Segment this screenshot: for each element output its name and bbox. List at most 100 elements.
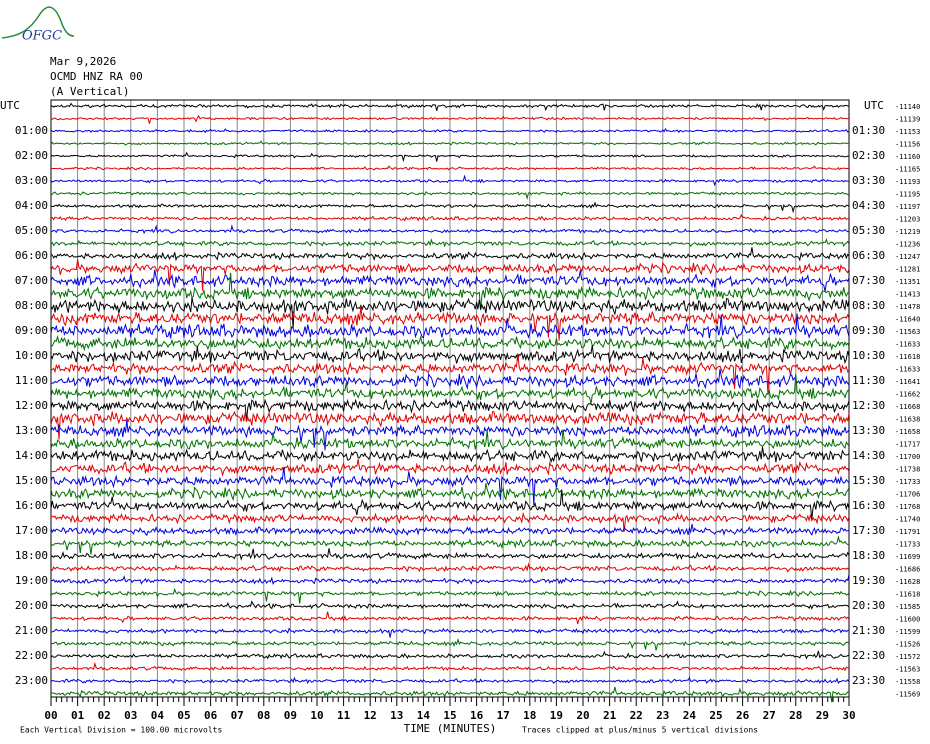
left-time-label: 15:00 [15,474,48,487]
right-time-label: 11:30 [852,374,885,387]
right-time-label: 17:30 [852,524,885,537]
scale-note: Each Vertical Division = 100.00 microvol… [20,726,222,735]
trace [50,446,850,464]
right-time-label: 05:30 [852,224,885,237]
logo-curve [1,6,75,39]
trace-offset: -11738 [895,466,920,474]
right-time-label: 19:30 [852,574,885,587]
right-time-label: 13:30 [852,424,885,437]
trace-offset: -11203 [895,216,920,224]
right-time-label: 08:30 [852,299,885,312]
left-time-label: 08:00 [15,299,48,312]
right-time-label: 09:30 [852,324,885,337]
trace [50,190,850,201]
trace-offset: -11633 [895,366,920,374]
right-time-label: 18:30 [852,549,885,562]
clip-note: Traces clipped at plus/minus 5 vertical … [522,726,758,735]
trace-offset: -11668 [895,403,920,411]
trace [50,489,850,520]
trace [50,600,850,610]
trace [50,419,850,451]
right-time-label: 12:30 [852,399,885,412]
trace-offset: -11706 [895,491,920,499]
trace-offset: -11638 [895,416,920,424]
trace [50,114,850,124]
right-time-label: 20:30 [852,599,885,612]
right-time-label: 16:30 [852,499,885,512]
right-time-label: 15:30 [852,474,885,487]
trace [50,611,850,625]
left-time-label: 16:00 [15,499,48,512]
right-header: UTC [864,99,884,112]
trace-offset: -11139 [895,116,920,124]
trace [50,637,850,651]
trace [50,165,850,171]
logo-text: OFGC [22,29,62,44]
trace [50,650,850,660]
trace-offset: -11140 [895,103,920,111]
trace [50,466,850,505]
trace [50,272,850,311]
trace [50,305,850,341]
left-time-label: 06:00 [15,249,48,262]
x-tick-label: 06 [204,709,218,722]
x-tick-label: 23 [656,709,669,722]
x-tick-label: 03 [124,709,137,722]
left-time-label: 07:00 [15,274,48,287]
trace-offset: -11195 [895,191,920,199]
trace [50,201,850,214]
trace-offset: -11572 [895,653,920,661]
left-time-label: 02:00 [15,149,48,162]
x-tick-label: 25 [709,709,722,722]
trace [50,368,850,390]
x-tick-label: 22 [630,709,643,722]
right-time-label: 04:30 [852,199,885,212]
trace-offset: -11197 [895,203,920,211]
trace [50,102,850,112]
trace-offset: -11717 [895,441,920,449]
trace [50,269,850,292]
trace-offset: -11699 [895,553,920,561]
x-tick-label: 10 [310,709,323,722]
trace [50,128,850,134]
trace [50,482,850,502]
x-tick-label: 29 [816,709,829,722]
trace-offset: -11351 [895,278,920,286]
trace [50,548,850,561]
trace-offset: -11791 [895,528,920,536]
right-time-label: 10:30 [852,349,885,362]
x-tick-label: 11 [337,709,351,722]
trace [50,224,850,235]
left-time-label: 13:00 [15,424,48,437]
x-tick-label: 08 [257,709,270,722]
x-tick-label: 09 [284,709,297,722]
right-time-label: 02:30 [852,149,885,162]
left-time-label: 05:00 [15,224,48,237]
trace-offset: -11569 [895,691,920,699]
trace [50,397,850,422]
left-time-label: 22:00 [15,649,48,662]
trace [50,334,850,352]
x-tick-label: 04 [151,709,165,722]
trace [50,151,850,163]
trace-offset: -11733 [895,478,920,486]
x-tick-label: 12 [364,709,377,722]
trace-offset: -11563 [895,666,920,674]
trace [50,140,850,146]
trace-offset: -11740 [895,516,920,524]
left-time-label: 17:00 [15,524,48,537]
trace-offset: -11236 [895,241,920,249]
plot-frame [50,99,850,698]
trace-offset: -11281 [895,266,920,274]
x-tick-label: 30 [842,709,855,722]
component: (A Vertical) [50,85,129,98]
trace-offset: -11768 [895,503,920,511]
trace-offset: -11193 [895,178,920,186]
left-time-label: 01:00 [15,124,48,137]
left-time-label: 19:00 [15,574,48,587]
trace-offset: -11618 [895,591,920,599]
trace-offset: -11640 [895,316,920,324]
trace [50,429,850,451]
trace-offset: -11585 [895,603,920,611]
